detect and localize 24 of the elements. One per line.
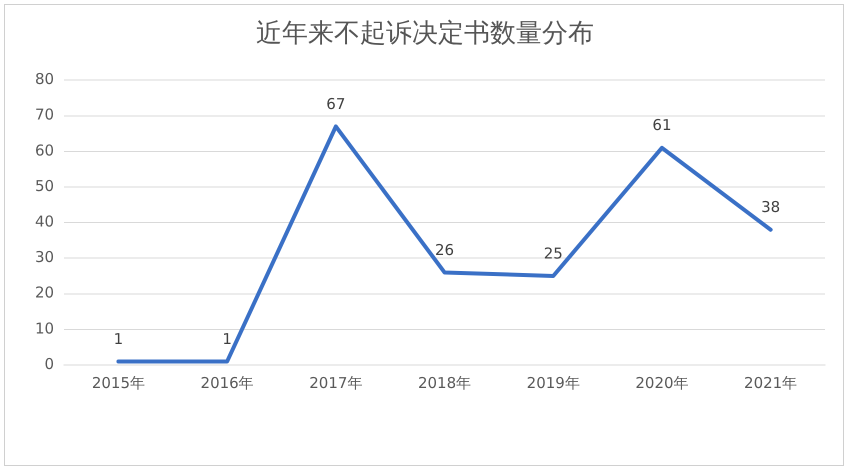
data-label: 26 (434, 240, 454, 259)
x-tick-label: 2017年 (309, 374, 362, 392)
data-label: 25 (544, 244, 563, 262)
x-tick-label: 2015年 (92, 374, 146, 392)
y-tick-label: 30 (34, 248, 54, 266)
data-label: 61 (652, 116, 672, 134)
y-tick-label: 80 (34, 70, 54, 88)
data-label: 38 (761, 198, 780, 216)
x-tick-label: 2021年 (744, 374, 798, 392)
data-label: 1 (114, 330, 124, 348)
data-label: 1 (222, 330, 232, 348)
chart-title: 近年来不起诉决定书数量分布 (256, 18, 594, 48)
y-tick-label: 60 (34, 141, 54, 160)
x-tick-label: 2019年 (526, 374, 580, 392)
y-tick-label: 10 (34, 319, 54, 338)
y-tick-label: 70 (34, 106, 54, 124)
y-tick-label: 0 (44, 354, 54, 373)
x-tick-label: 2018年 (418, 374, 472, 392)
y-tick-label: 50 (34, 176, 54, 195)
y-tick-label: 40 (34, 212, 54, 230)
x-tick-label: 2020年 (635, 374, 689, 392)
x-tick-label: 2016年 (200, 374, 254, 392)
data-label: 67 (326, 94, 346, 113)
y-tick-label: 20 (34, 284, 54, 302)
